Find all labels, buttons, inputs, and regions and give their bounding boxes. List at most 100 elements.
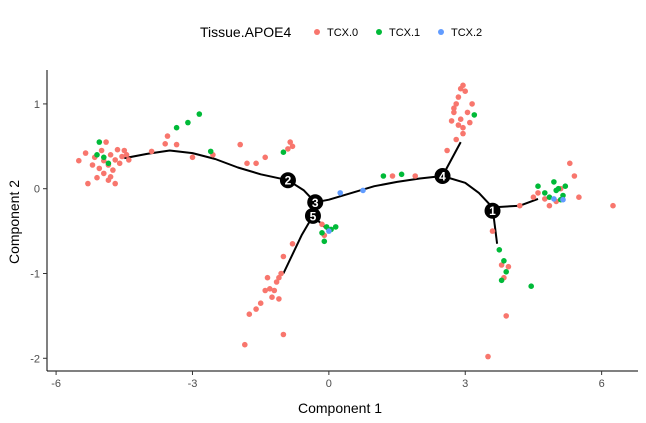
data-point [289, 143, 296, 150]
data-point [76, 157, 82, 164]
branch-point-label: 1 [489, 204, 496, 218]
branch-point: 5 [304, 207, 321, 224]
data-point [107, 152, 114, 158]
data-point [126, 157, 132, 163]
data-point [360, 187, 366, 194]
data-point [96, 165, 103, 172]
data-point [501, 258, 507, 264]
data-point [189, 154, 196, 161]
branch-point-marker [279, 172, 296, 189]
data-point [453, 136, 460, 143]
data-point [276, 296, 282, 302]
data-point [103, 139, 109, 145]
data-point [269, 294, 275, 301]
branch-point-label: 3 [312, 196, 319, 210]
data-point [196, 111, 203, 117]
data-point [448, 118, 455, 124]
data-point [101, 170, 107, 177]
y-axis-ticks: -2 -1 0 1 [30, 99, 47, 365]
data-point [271, 287, 278, 294]
data-point [503, 313, 510, 319]
data-point [380, 173, 387, 179]
x-axis-ticks: -6 -3 0 3 6 [51, 371, 605, 390]
branch-point: 4 [434, 167, 451, 184]
branch-point-marker [304, 207, 321, 224]
data-point [85, 180, 91, 187]
data-point [444, 147, 450, 154]
data-point [457, 116, 464, 122]
data-point [121, 147, 128, 154]
data-point [116, 160, 123, 167]
data-point [264, 274, 271, 281]
data-point [123, 152, 130, 158]
data-point [503, 269, 510, 275]
data-point [398, 171, 405, 178]
branch-point-marker [434, 167, 451, 184]
data-point [119, 153, 125, 160]
data-point [498, 262, 505, 268]
branch-point: 3 [307, 194, 324, 211]
data-point [101, 154, 107, 161]
data-point [244, 160, 250, 167]
data-point [110, 167, 116, 173]
data-point [555, 185, 562, 192]
data-point [471, 112, 478, 118]
data-point [207, 148, 214, 155]
data-point [262, 154, 269, 161]
data-point [82, 150, 89, 156]
legend-label: TCX.0 [327, 27, 358, 39]
branch-point-label: 5 [310, 209, 317, 223]
data-point [253, 160, 259, 167]
data-point [460, 124, 466, 131]
branch-point-label: 4 [439, 169, 446, 183]
plot-area: 1 2 3 4 5 [76, 82, 616, 360]
data-point [455, 122, 462, 128]
data-point [332, 224, 339, 230]
data-point [98, 147, 105, 154]
data-point [326, 228, 332, 234]
data-point [319, 230, 325, 236]
axes: -6 -3 0 3 6 -2 -1 0 1 [30, 70, 638, 390]
y-axis-title: Component 2 [6, 180, 22, 264]
branch-point: 1 [484, 202, 501, 219]
data-point [464, 109, 471, 116]
legend-entry: TCX.1 [376, 27, 420, 39]
data-point [546, 194, 553, 200]
data-point [148, 148, 155, 155]
data-point [287, 139, 294, 145]
x-tick-label: 0 [326, 378, 332, 390]
legend: Tissue.APOE4 TCX.0 TCX.1 TCX.2 [200, 24, 482, 40]
data-point [242, 341, 248, 348]
data-points [76, 82, 616, 360]
branch-point-marker [484, 202, 501, 219]
data-point [237, 141, 243, 148]
data-point [321, 238, 328, 245]
data-point [257, 300, 264, 307]
data-point [280, 149, 287, 155]
data-point [546, 202, 553, 209]
data-point [112, 180, 118, 187]
legend-label: TCX.1 [389, 27, 420, 39]
data-point [567, 160, 573, 167]
data-point [505, 263, 512, 270]
data-point [467, 119, 473, 126]
data-point [528, 283, 534, 290]
branch-point-marker [307, 194, 324, 211]
data-point [164, 133, 171, 139]
data-point [560, 192, 566, 199]
data-point [276, 274, 282, 281]
y-tick-label: -2 [30, 353, 40, 365]
data-point [469, 101, 475, 107]
y-tick-label: 1 [34, 99, 40, 111]
data-point [262, 287, 269, 294]
data-point [535, 190, 541, 196]
data-point [451, 109, 457, 116]
data-point [107, 174, 114, 180]
data-point [94, 174, 100, 181]
data-point [517, 202, 523, 209]
data-point [246, 311, 253, 318]
legend-label: TCX.2 [451, 27, 482, 39]
data-point [173, 124, 180, 131]
y-tick-label: -1 [30, 268, 40, 280]
